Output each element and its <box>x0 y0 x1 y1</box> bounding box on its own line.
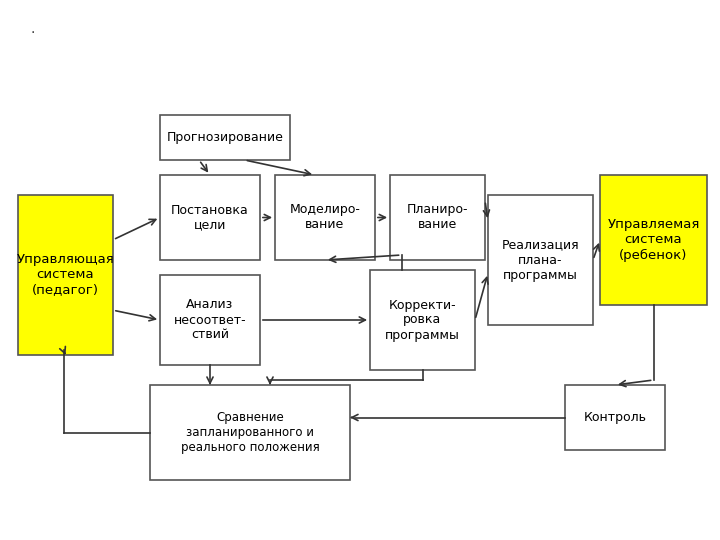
Text: Управляемая
система
(ребенок): Управляемая система (ребенок) <box>607 219 700 261</box>
Bar <box>160 175 260 260</box>
Bar <box>18 195 113 355</box>
Bar <box>370 270 475 370</box>
Bar <box>488 195 593 325</box>
Text: Планиро-
вание: Планиро- вание <box>407 204 468 232</box>
Bar <box>160 115 290 160</box>
Text: Управляющая
система
(педагог): Управляющая система (педагог) <box>17 253 114 296</box>
Text: Моделиро-
вание: Моделиро- вание <box>289 204 361 232</box>
Text: Прогнозирование: Прогнозирование <box>166 131 284 144</box>
Text: .: . <box>30 22 35 36</box>
Text: Реализация
плана-
программы: Реализация плана- программы <box>502 239 580 281</box>
Bar <box>600 175 707 305</box>
Bar <box>390 175 485 260</box>
Bar <box>565 385 665 450</box>
Text: Корректи-
ровка
программы: Корректи- ровка программы <box>385 299 460 341</box>
Bar <box>160 275 260 365</box>
Text: Постановка
цели: Постановка цели <box>171 204 249 232</box>
Text: Сравнение
запланированного и
реального положения: Сравнение запланированного и реального п… <box>181 411 320 454</box>
Bar <box>150 385 350 480</box>
Bar <box>275 175 375 260</box>
Text: Контроль: Контроль <box>583 411 647 424</box>
Text: Анализ
несоответ-
ствий: Анализ несоответ- ствий <box>174 299 246 341</box>
